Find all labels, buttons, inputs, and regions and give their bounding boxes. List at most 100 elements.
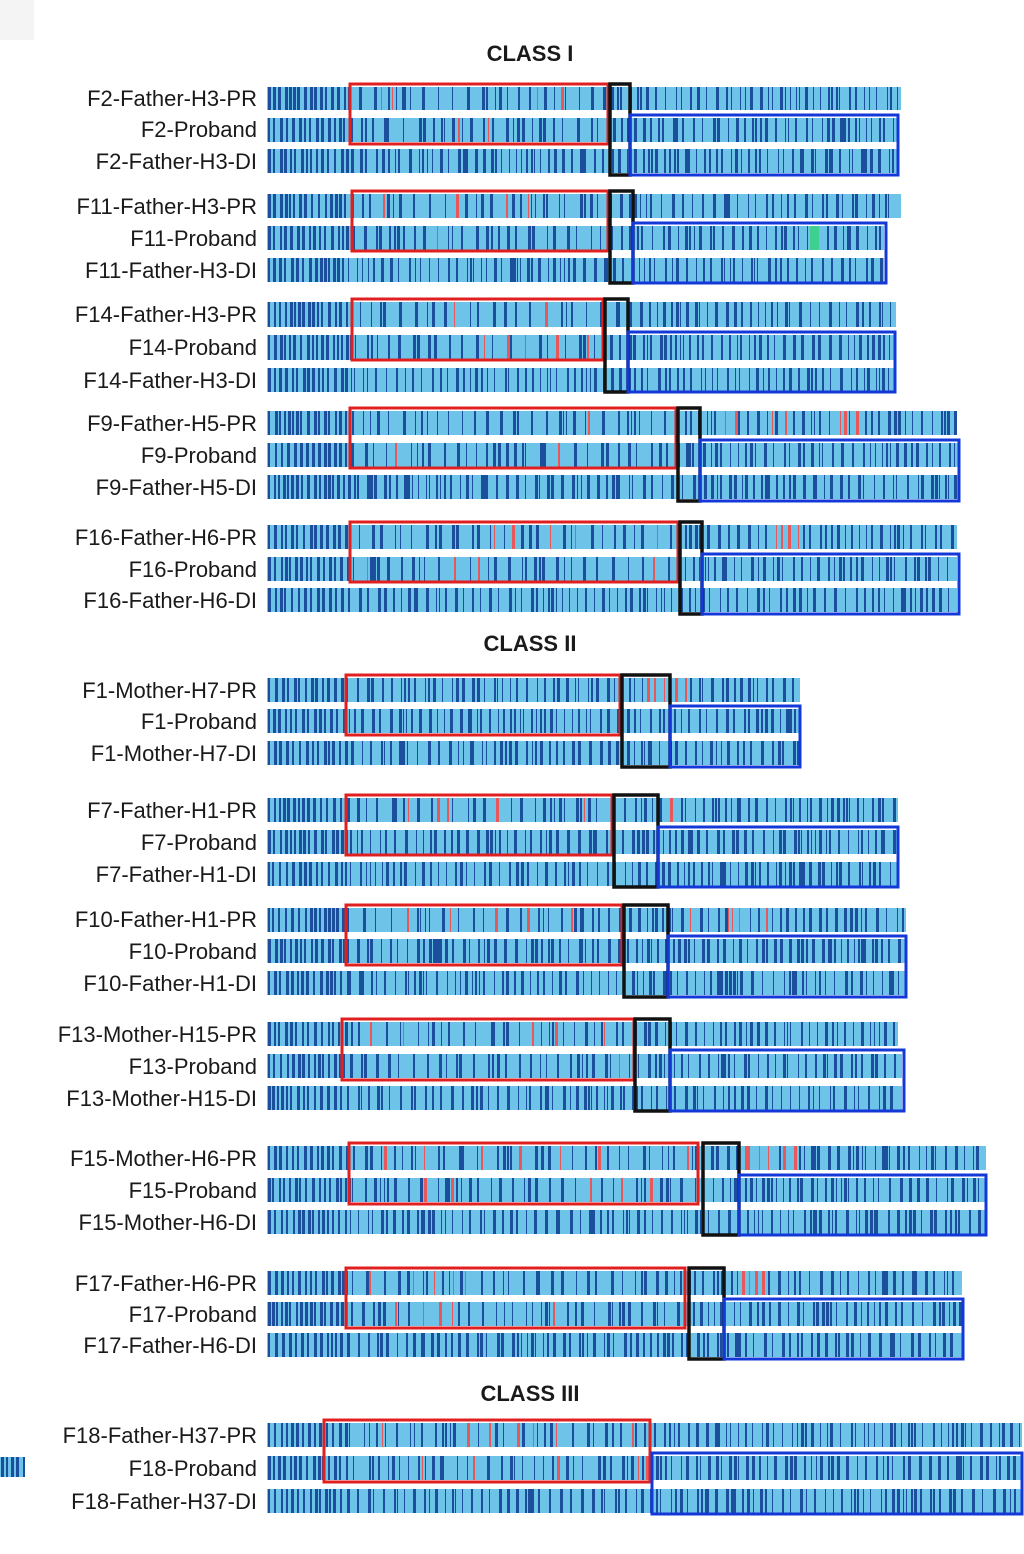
snp-stripe	[610, 1456, 612, 1480]
snp-stripe	[351, 368, 352, 392]
snp-stripe	[982, 1489, 983, 1513]
snp-stripe	[564, 194, 565, 218]
snp-stripe	[726, 1489, 729, 1513]
snp-stripe	[734, 1489, 736, 1513]
snp-stripe	[581, 368, 583, 392]
snp-stripe	[383, 1489, 385, 1513]
snp-stripe	[930, 1489, 932, 1513]
snp-stripe	[855, 1423, 856, 1447]
snp-stripe	[477, 302, 479, 327]
snp-stripe	[577, 118, 580, 142]
snp-stripe	[707, 411, 708, 435]
snp-stripe	[268, 1022, 271, 1046]
snp-stripe	[326, 335, 329, 360]
snp-stripe	[768, 1271, 770, 1295]
snp-stripe	[286, 118, 288, 142]
snp-stripe	[280, 939, 283, 963]
snp-stripe	[551, 1271, 554, 1295]
snp-stripe	[672, 1333, 674, 1357]
snp-stripe	[837, 1146, 840, 1170]
snp-stripe	[280, 118, 283, 142]
snp-stripe	[377, 1333, 379, 1357]
snp-stripe	[737, 798, 740, 822]
snp-stripe	[403, 411, 406, 435]
snp-stripe	[798, 226, 799, 250]
snp-stripe	[894, 1423, 896, 1447]
snp-stripe	[395, 149, 396, 173]
snp-stripe	[606, 443, 609, 467]
snp-stripe	[841, 1489, 843, 1513]
snp-stripe	[855, 118, 857, 142]
snp-stripe	[980, 1423, 983, 1447]
snp-stripe	[843, 118, 846, 142]
snp-stripe	[633, 335, 636, 360]
snp-stripe	[408, 588, 411, 612]
snp-stripe	[422, 1456, 423, 1480]
snp-stripe	[559, 1210, 560, 1234]
snp-stripe	[314, 1022, 317, 1046]
snp-stripe	[367, 368, 368, 392]
snp-stripe	[307, 1333, 309, 1357]
snp-stripe	[898, 971, 899, 995]
snp-stripe	[641, 1489, 644, 1513]
snp-stripe	[462, 1489, 463, 1513]
snp-stripe	[583, 971, 584, 995]
snp-stripe	[807, 830, 809, 854]
snp-stripe	[664, 1302, 665, 1326]
haplotype-bar	[267, 1086, 902, 1110]
snp-stripe	[302, 1022, 304, 1046]
snp-stripe	[938, 557, 939, 581]
snp-stripe	[484, 862, 486, 886]
row-label: F9-Proband	[141, 443, 257, 468]
snp-stripe	[327, 149, 329, 173]
snp-stripe	[720, 862, 723, 886]
snp-stripe	[527, 908, 530, 932]
snp-stripe	[400, 1022, 401, 1046]
snp-stripe	[789, 862, 792, 886]
snp-stripe	[314, 1302, 316, 1326]
snp-stripe	[404, 862, 407, 886]
snp-stripe	[681, 87, 682, 110]
snp-stripe	[662, 475, 663, 499]
snp-stripe	[725, 1022, 727, 1046]
snp-stripe	[354, 709, 356, 733]
snp-stripe	[289, 557, 291, 581]
snp-stripe	[336, 830, 339, 854]
snp-stripe	[586, 1054, 588, 1078]
snp-stripe	[731, 798, 732, 822]
snp-stripe	[281, 1271, 284, 1295]
snp-stripe	[758, 1210, 759, 1234]
snp-stripe	[826, 194, 828, 218]
snp-stripe	[636, 443, 637, 467]
snp-stripe	[885, 1146, 888, 1170]
snp-stripe	[943, 1333, 946, 1357]
snp-stripe	[665, 939, 667, 963]
snp-stripe	[371, 335, 373, 360]
snp-stripe	[799, 87, 800, 110]
snp-stripe	[574, 443, 577, 467]
snp-stripe	[755, 798, 758, 822]
snp-stripe	[671, 302, 673, 327]
snp-stripe	[876, 87, 877, 110]
snp-stripe	[369, 1423, 370, 1447]
shared-segment-box	[344, 673, 622, 737]
snp-stripe	[772, 1086, 773, 1110]
snp-stripe	[494, 258, 497, 282]
snp-stripe	[616, 971, 617, 995]
bar-background	[267, 411, 957, 435]
snp-stripe	[713, 226, 715, 250]
snp-stripe	[872, 194, 875, 218]
snp-stripe	[739, 939, 742, 963]
snp-stripe	[367, 335, 369, 360]
snp-stripe	[370, 939, 373, 963]
snp-stripe	[350, 1210, 351, 1234]
snp-stripe	[644, 741, 645, 765]
snp-stripe	[935, 525, 937, 549]
snp-stripe	[704, 1022, 705, 1046]
snp-stripe	[863, 443, 865, 467]
snp-stripe	[481, 475, 484, 499]
snp-stripe	[781, 226, 783, 250]
snp-stripe	[336, 709, 338, 733]
snp-stripe	[668, 862, 671, 886]
